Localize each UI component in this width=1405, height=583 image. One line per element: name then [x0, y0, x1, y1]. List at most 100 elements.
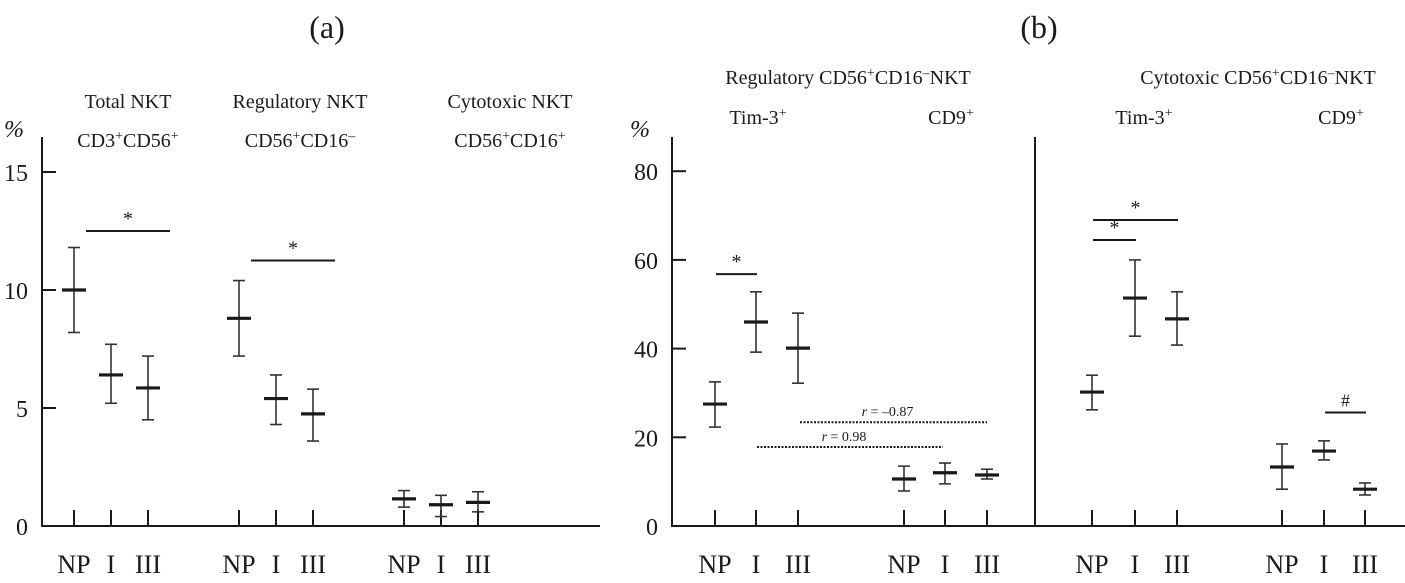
x-tick-label: NP: [222, 550, 255, 579]
data-point-I: [99, 343, 123, 405]
x-tick-label: III: [1164, 550, 1190, 579]
marker-name: Tim-3: [729, 107, 778, 129]
x-tick-label: III: [785, 550, 811, 579]
significance-marker: *: [1110, 217, 1120, 239]
correlation-r: r: [822, 430, 828, 445]
x-tick-label: III: [135, 550, 161, 579]
x-tick-label: III: [465, 550, 491, 579]
marker-name: CD16: [510, 130, 558, 152]
marker-sign: +: [867, 66, 875, 81]
marker-name: CD16: [300, 130, 348, 152]
data-point-III: [975, 468, 999, 480]
x-tick-label: I: [272, 550, 281, 579]
data-point-III: [301, 388, 325, 442]
panel-b-ylabel: %: [630, 117, 650, 143]
data-point-I: [1123, 259, 1147, 337]
marker-name: CD9: [1318, 107, 1356, 129]
data-point-III: [1165, 291, 1189, 346]
marker-name: CD3: [77, 130, 115, 152]
data-point-III: [466, 490, 490, 513]
section-title: Cytotoxic CD56+CD16–NKT: [1140, 66, 1375, 90]
group-title: Regulatory NKT: [233, 91, 368, 113]
data-point-NP: [62, 246, 86, 334]
marker-sign: –: [922, 66, 931, 81]
x-tick-label: NP: [57, 550, 90, 579]
group-title: Total NKT: [85, 91, 172, 113]
marker-sign: +: [779, 106, 787, 121]
marker-name: CD56: [454, 130, 502, 152]
group-label: CD9+: [1318, 106, 1364, 130]
group-0: Tim-3+NP I III: [1075, 106, 1190, 580]
data-point-III: [786, 312, 810, 384]
data-point-NP: [392, 489, 416, 508]
group-0: Tim-3+NP I III: [698, 106, 811, 580]
x-tick-label: I: [107, 550, 116, 579]
panel-b-label: (b): [1020, 9, 1057, 45]
marker-name: CD56: [245, 130, 293, 152]
data-point-NP: [227, 279, 251, 357]
x-tick-label: NP: [387, 550, 420, 579]
marker-sign: +: [1165, 106, 1173, 121]
significance-marker: *: [732, 251, 742, 273]
group-subtitle: CD56+CD16–: [245, 129, 357, 153]
marker-sign: +: [558, 129, 566, 144]
x-tick-label: I: [1131, 550, 1140, 579]
title-text: NKT: [1335, 67, 1376, 89]
x-tick-label: I: [437, 550, 446, 579]
group-label: Tim-3+: [1115, 106, 1172, 130]
title-text: Cytotoxic CD56: [1140, 67, 1272, 89]
group-label: Tim-3+: [729, 106, 786, 130]
y-tick-label: 80: [634, 160, 658, 186]
group-label: CD9+: [928, 106, 974, 130]
data-point-NP: [703, 381, 727, 428]
y-tick-label: 40: [634, 338, 658, 364]
marker-sign: +: [966, 106, 974, 121]
marker-sign: +: [171, 129, 179, 144]
marker-name: CD9: [928, 107, 966, 129]
marker-sign: +: [1272, 66, 1280, 81]
group-title: Cytotoxic NKT: [448, 91, 573, 113]
x-tick-label: I: [941, 550, 950, 579]
y-tick-label: 0: [646, 515, 658, 541]
data-point-I: [933, 462, 957, 485]
data-point-I: [1312, 440, 1336, 461]
y-tick-label: 20: [634, 426, 658, 452]
x-tick-label: NP: [1265, 550, 1298, 579]
panel-a-label: (a): [309, 9, 345, 45]
significance-marker: *: [1131, 197, 1141, 219]
y-tick-label: 0: [16, 515, 28, 541]
section-title: Regulatory CD56+CD16–NKT: [725, 66, 970, 90]
title-text: Regulatory CD56: [725, 67, 867, 89]
x-tick-label: III: [974, 550, 1000, 579]
data-point-III: [1353, 482, 1377, 496]
x-tick-label: III: [300, 550, 326, 579]
marker-name: CD56: [123, 130, 171, 152]
title-text: CD16: [1280, 67, 1328, 89]
correlation-value: = –0.87: [867, 405, 913, 420]
y-tick-label: 15: [4, 161, 28, 187]
x-tick-label: III: [1352, 550, 1378, 579]
y-tick-label: 10: [4, 279, 28, 305]
group-1: CD9+NP I III: [887, 106, 1000, 580]
group-subtitle: CD56+CD16+: [454, 129, 566, 153]
data-point-I: [429, 494, 453, 518]
panel-a-ylabel: %: [4, 117, 24, 143]
marker-sign: –: [347, 129, 356, 144]
significance-marker: *: [288, 238, 298, 260]
title-text: CD16: [875, 67, 923, 89]
data-point-NP: [1270, 443, 1294, 490]
significance-marker: #: [1341, 390, 1350, 410]
x-tick-label: NP: [887, 550, 920, 579]
data-point-NP: [892, 465, 916, 492]
group-1: CD9+NP I III: [1265, 106, 1378, 580]
marker-name: Tim-3: [1115, 107, 1164, 129]
marker-sign: –: [1327, 66, 1336, 81]
correlation-r: r: [862, 405, 868, 420]
marker-sign: +: [293, 129, 301, 144]
